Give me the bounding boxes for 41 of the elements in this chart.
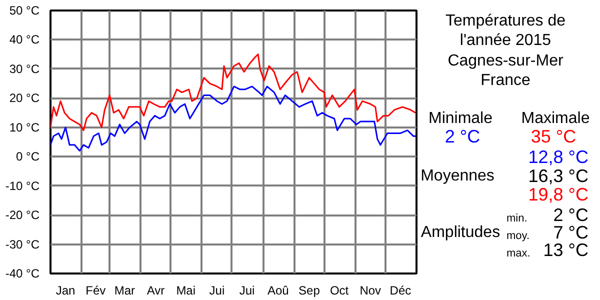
x-tick-label: Jui [239,284,255,298]
text: Températures de l'année 2015 [445,12,566,49]
x-tick-label: Mai [176,284,196,298]
x-tick-label: Déc [390,284,412,298]
text: 19,8 °C [528,184,589,205]
y-tick-label: -40 °C [5,266,40,280]
y-tick-label: 30 °C [9,62,40,76]
text: 35 °C [530,126,576,147]
line-series [50,54,416,132]
text: moy. [506,230,530,242]
text: 13 °C [543,240,589,260]
text: 12,8 °C [528,146,589,167]
x-tick-label: Avr [146,284,165,298]
y-tick-label: -10 °C [5,178,40,193]
text: Minimale [428,110,493,127]
text: Cagnes-sur-Mer France [448,52,564,90]
x-tick-label: Mar [114,284,136,298]
y-tick-label: 10 °C [9,120,40,134]
x-tick-label: Aoû [267,284,289,298]
text: max. [506,247,530,260]
y-tick-label: 20 °C [9,91,40,106]
x-tick-label: Nov [360,284,382,298]
text: 16,3 °C [528,166,589,186]
y-tick-label: 0 °C [16,150,40,164]
y-tick-label: -20 °C [5,208,40,222]
text: min. [506,212,528,224]
text: 2 °C [553,204,589,225]
text: 7 °C [553,222,589,242]
text: Moyennes [420,168,494,185]
x-tick-label: Sep [298,284,320,298]
y-tick-label: 40 °C [9,32,40,47]
y-tick-label: -30 °C [5,237,40,252]
x-tick-label: Jui [209,284,225,298]
line-series [50,86,416,152]
text: Amplitudes [420,224,500,241]
x-tick-label: Oct [330,284,350,298]
y-tick-label: 50 °C [9,4,40,18]
x-tick-label: Fév [86,284,106,298]
x-tick-label: Jan [56,284,76,298]
text: 2 °C [444,126,480,147]
text: Maximale [521,110,590,127]
